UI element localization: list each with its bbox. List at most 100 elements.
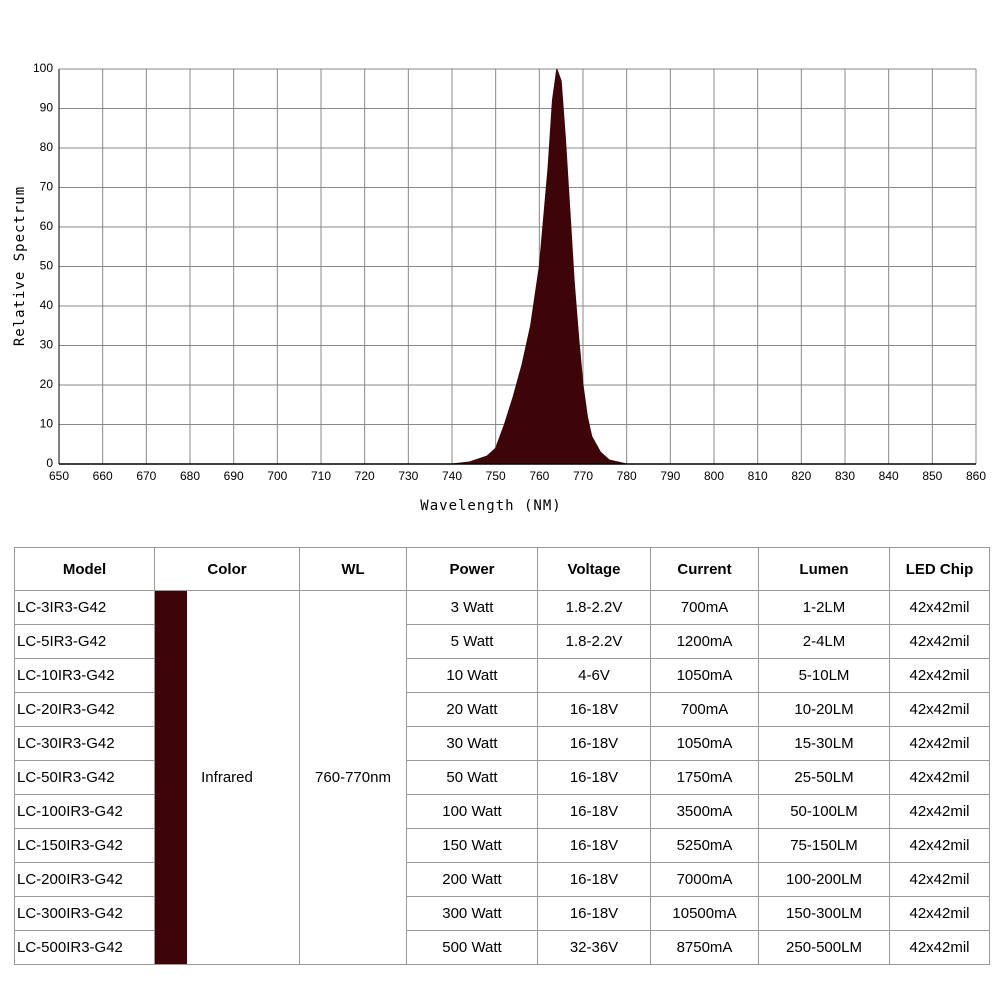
table-cell: 42x42mil: [889, 624, 990, 659]
table-cell: 16-18V: [537, 794, 651, 829]
table-cell: 16-18V: [537, 828, 651, 863]
table-cell: 1-2LM: [758, 590, 890, 625]
table-cell: 42x42mil: [889, 658, 990, 693]
table-cell: 1200mA: [650, 624, 759, 659]
x-tick-label: 840: [879, 469, 899, 483]
table-cell: 5-10LM: [758, 658, 890, 693]
table-cell: 50 Watt: [406, 760, 538, 795]
x-axis-label: Wavelength (NM): [420, 498, 561, 514]
table-cell: 700mA: [650, 590, 759, 625]
table-cell: LC-500IR3-G42: [14, 930, 155, 965]
table-cell: 42x42mil: [889, 862, 990, 897]
table-cell: 150 Watt: [406, 828, 538, 863]
spectrum-area: [59, 68, 976, 465]
table-cell: LC-20IR3-G42: [14, 692, 155, 727]
table-row: LC-500IR3-G42 500 Watt 32-36V 8750mA 250-500…: [14, 930, 990, 965]
y-tick-label: 60: [40, 219, 54, 233]
wl-cell: 760-770nm: [299, 590, 407, 965]
table-cell: 7000mA: [650, 862, 759, 897]
table-row: LC-5IR3-G42 5 Watt 1.8-2.2V 1200mA 2-4LM 42x4…: [14, 624, 990, 659]
header-cell: Power: [406, 547, 538, 591]
table-cell: 1.8-2.2V: [537, 624, 651, 659]
table-cell: LC-5IR3-G42: [14, 624, 155, 659]
y-tick-label: 100: [33, 61, 53, 75]
color-cell: Infrared: [154, 590, 300, 965]
header-cell: WL: [299, 547, 407, 591]
table-cell: 100-200LM: [758, 862, 890, 897]
table-cell: LC-10IR3-G42: [14, 658, 155, 693]
y-tick-label: 30: [40, 338, 54, 352]
table-cell: LC-50IR3-G42: [14, 760, 155, 795]
x-tick-label: 780: [617, 469, 637, 483]
table-cell: 4-6V: [537, 658, 651, 693]
table-cell: 16-18V: [537, 760, 651, 795]
table-cell: 2-4LM: [758, 624, 890, 659]
x-tick-label: 670: [136, 469, 156, 483]
table-cell: 3500mA: [650, 794, 759, 829]
x-tick-label: 710: [311, 469, 331, 483]
table-cell: 10-20LM: [758, 692, 890, 727]
table-cell: 5 Watt: [406, 624, 538, 659]
x-tick-label: 830: [835, 469, 855, 483]
x-tick-label: 800: [704, 469, 724, 483]
x-tick-label: 750: [486, 469, 506, 483]
table-cell: 500 Watt: [406, 930, 538, 965]
x-tick-label: 740: [442, 469, 462, 483]
chart: Wavelength (NM) Relative Spectrum 0 10 20 3…: [12, 61, 986, 514]
header-cell: Color: [154, 547, 300, 591]
table-row: LC-3IR3-G42 Infrared 760-770nm 3 Watt 1.8-2.…: [14, 590, 990, 965]
header-cell: LED Chip: [889, 547, 990, 591]
x-tick-label: 760: [529, 469, 549, 483]
table-cell: LC-200IR3-G42: [14, 862, 155, 897]
table-cell: 1050mA: [650, 658, 759, 693]
table-cell: 150-300LM: [758, 896, 890, 931]
y-tick-label: 20: [40, 377, 54, 391]
x-tick-label: 770: [573, 469, 593, 483]
table-cell: 200 Watt: [406, 862, 538, 897]
table-cell: LC-150IR3-G42: [14, 828, 155, 863]
y-tick-label: 80: [40, 140, 54, 154]
table-cell: 3 Watt: [406, 590, 538, 625]
x-tick-label: 680: [180, 469, 200, 483]
table-cell: 42x42mil: [889, 828, 990, 863]
x-tick-label: 790: [660, 469, 680, 483]
table-cell: 1050mA: [650, 726, 759, 761]
spec-table: Model Color WL Power Voltage Current Lumen LED …: [14, 547, 990, 965]
table-cell: 5250mA: [650, 828, 759, 863]
table-cell: 15-30LM: [758, 726, 890, 761]
x-tick-label: 810: [748, 469, 768, 483]
table-cell: 25-50LM: [758, 760, 890, 795]
color-name: Infrared: [201, 769, 253, 786]
x-tick-label: 820: [791, 469, 811, 483]
table-cell: 16-18V: [537, 726, 651, 761]
table-cell: 32-36V: [537, 930, 651, 965]
table-cell: 42x42mil: [889, 590, 990, 625]
x-tick-label: 700: [267, 469, 287, 483]
header-cell: Voltage: [537, 547, 651, 591]
table-cell: LC-30IR3-G42: [14, 726, 155, 761]
x-tick-label: 720: [355, 469, 375, 483]
table-cell: 42x42mil: [889, 794, 990, 829]
x-tick-label: 860: [966, 469, 986, 483]
x-tick-label: 690: [224, 469, 244, 483]
table-row: LC-20IR3-G42 20 Watt 16-18V 700mA 10-20LM 42x…: [14, 692, 990, 727]
table-cell: 20 Watt: [406, 692, 538, 727]
x-tick-label: 650: [49, 469, 69, 483]
table-row: LC-200IR3-G42 200 Watt 16-18V 7000mA 100-200…: [14, 862, 990, 897]
table-cell: 1.8-2.2V: [537, 590, 651, 625]
table-cell: 30 Watt: [406, 726, 538, 761]
header-cell: Lumen: [758, 547, 890, 591]
table-cell: 700mA: [650, 692, 759, 727]
table-cell: 16-18V: [537, 896, 651, 931]
table-cell: 75-150LM: [758, 828, 890, 863]
table-cell: 1750mA: [650, 760, 759, 795]
table-cell: LC-100IR3-G42: [14, 794, 155, 829]
color-swatch: [155, 591, 187, 964]
x-tick-label: 660: [93, 469, 113, 483]
table-cell: 8750mA: [650, 930, 759, 965]
y-tick-label: 50: [40, 259, 54, 273]
table-cell: 42x42mil: [889, 692, 990, 727]
table-cell: 300 Watt: [406, 896, 538, 931]
y-tick-label: 40: [40, 298, 54, 312]
